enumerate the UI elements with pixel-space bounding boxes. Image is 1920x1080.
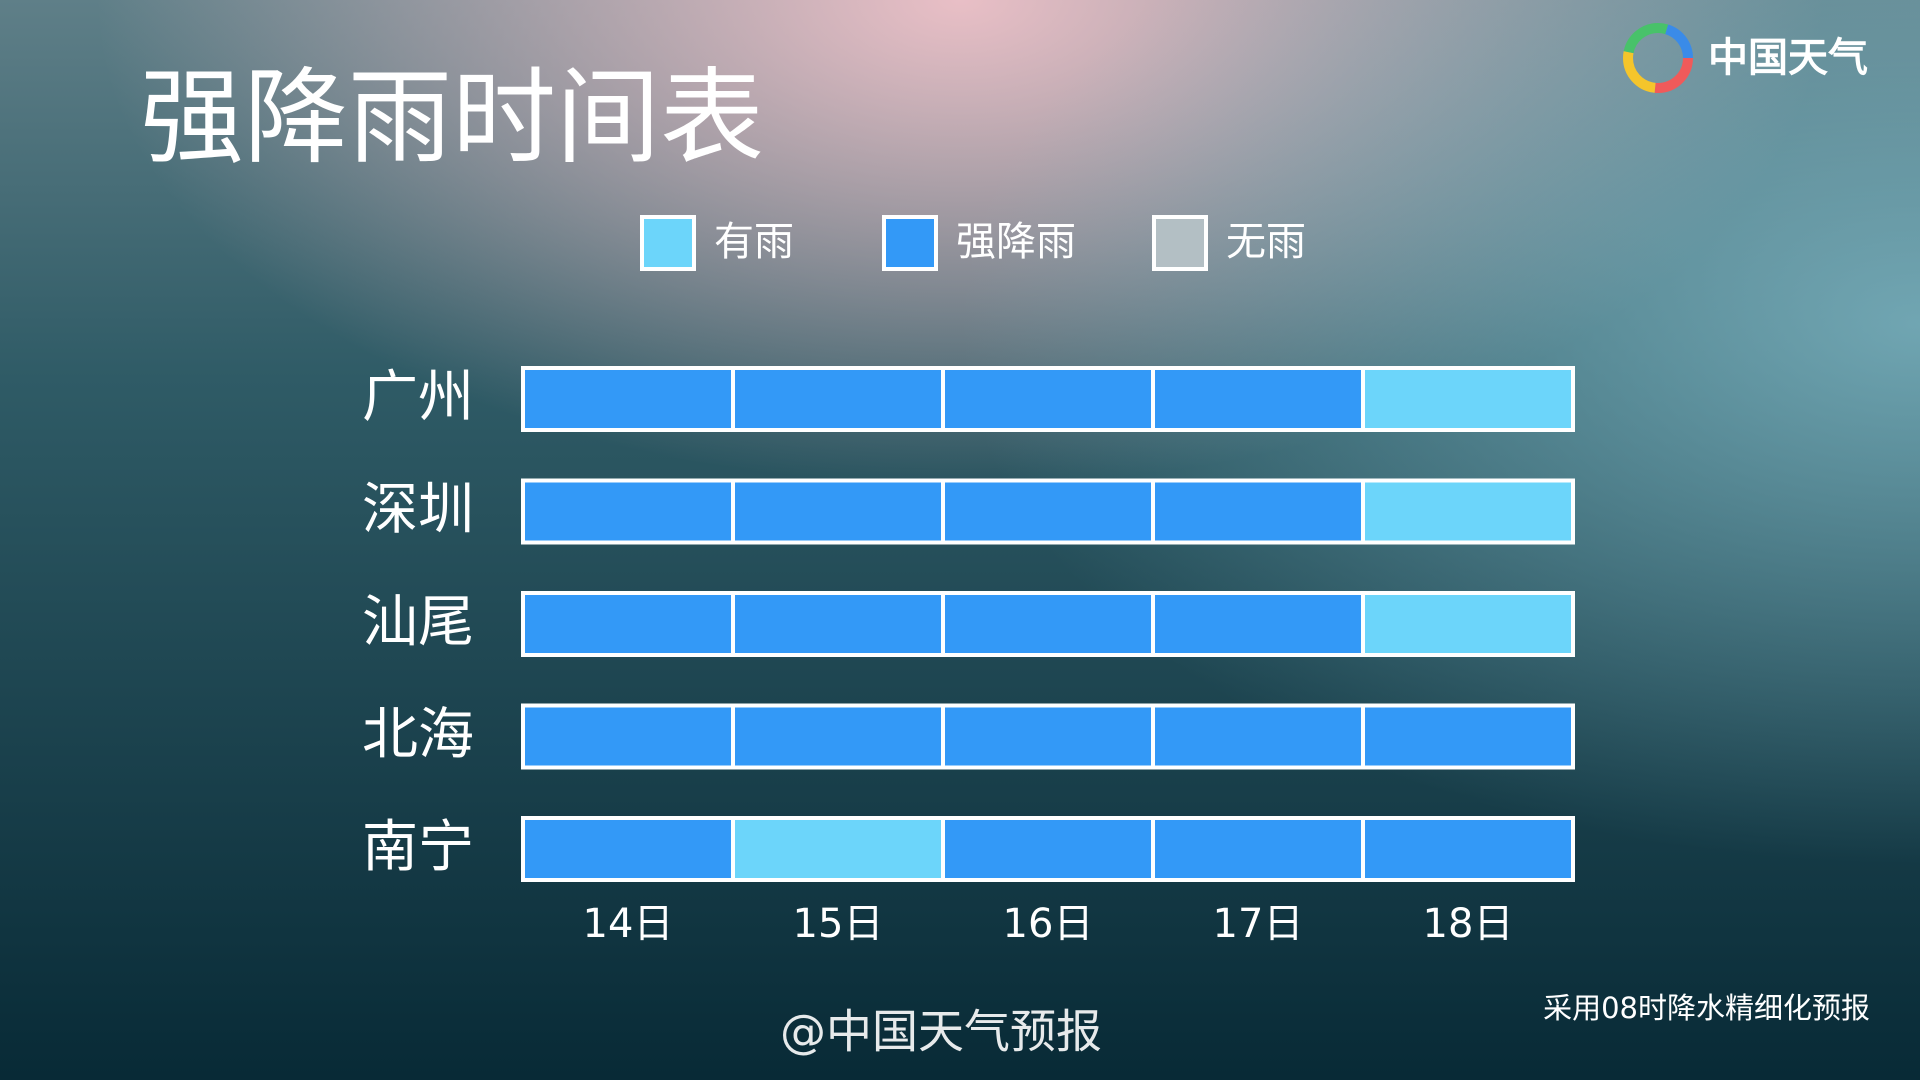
cell <box>1365 820 1571 878</box>
cell <box>735 482 941 541</box>
row-label: 北海 <box>362 703 474 768</box>
cell <box>1365 482 1571 541</box>
cell <box>735 820 941 878</box>
legend-label: 强降雨 <box>956 219 1076 265</box>
cell <box>1155 482 1361 541</box>
column-label: 15日 <box>793 901 884 947</box>
row-label: 深圳 <box>362 478 474 543</box>
footer-note: 采用08时降水精细化预报 <box>1543 991 1870 1025</box>
cell <box>945 707 1151 766</box>
row-label: 广州 <box>362 365 474 430</box>
logo-text: 中国天气 <box>1708 35 1868 81</box>
legend-label: 无雨 <box>1226 219 1306 265</box>
legend-swatch <box>1152 215 1208 271</box>
column-label: 17日 <box>1213 901 1304 947</box>
cell <box>525 820 731 878</box>
column-label: 18日 <box>1423 901 1514 947</box>
column-label: 16日 <box>1003 901 1094 947</box>
cell <box>735 595 941 653</box>
cell <box>1365 370 1571 428</box>
legend-swatch <box>640 215 696 271</box>
cell <box>1155 707 1361 766</box>
cell <box>525 370 731 428</box>
watermark: @中国天气预报 <box>780 1005 1102 1059</box>
row-label: 南宁 <box>362 815 474 880</box>
cell <box>1365 707 1571 766</box>
cell <box>1365 595 1571 653</box>
legend-label: 有雨 <box>714 219 794 265</box>
cell <box>735 707 941 766</box>
row-label: 汕尾 <box>362 590 474 655</box>
cell <box>945 370 1151 428</box>
logo-icon <box>1623 23 1693 93</box>
column-label: 14日 <box>583 901 674 947</box>
cell <box>525 482 731 541</box>
legend: 有雨 强降雨 无雨 <box>640 215 1306 271</box>
cell <box>1155 370 1361 428</box>
cell <box>945 595 1151 653</box>
cell <box>945 482 1151 541</box>
title: 强降雨时间表 <box>140 56 764 178</box>
cell <box>735 370 941 428</box>
cell <box>945 820 1151 878</box>
legend-swatch <box>882 215 938 271</box>
cell <box>525 595 731 653</box>
cell <box>1155 820 1361 878</box>
cell <box>1155 595 1361 653</box>
cell <box>525 707 731 766</box>
